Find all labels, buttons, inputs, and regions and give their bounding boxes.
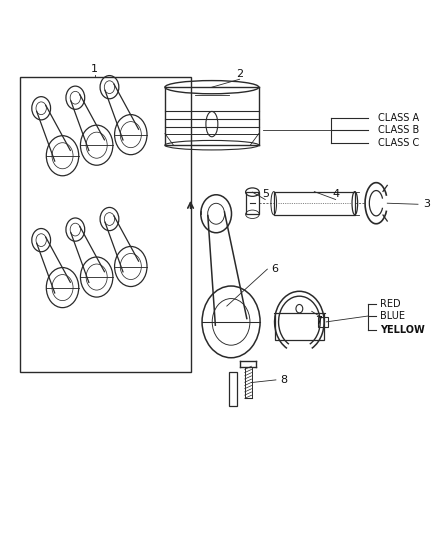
Text: CLASS C: CLASS C (378, 138, 420, 148)
Text: 4: 4 (332, 189, 339, 199)
Bar (20, 77, 191, 372)
Text: 5: 5 (262, 189, 269, 199)
Bar (275, 313, 324, 341)
Bar (246, 192, 259, 214)
Text: BLUE: BLUE (381, 311, 406, 321)
Text: 7: 7 (315, 316, 322, 326)
Text: 1: 1 (91, 64, 98, 74)
Text: CLASS A: CLASS A (378, 113, 420, 123)
Text: 8: 8 (280, 375, 287, 385)
Text: 2: 2 (236, 69, 243, 79)
Bar (274, 191, 355, 215)
Text: CLASS B: CLASS B (378, 125, 420, 135)
Text: YELLOW: YELLOW (381, 325, 425, 335)
Text: 6: 6 (272, 264, 279, 274)
Text: RED: RED (381, 300, 401, 310)
Bar (318, 317, 328, 327)
Text: 3: 3 (423, 199, 430, 209)
